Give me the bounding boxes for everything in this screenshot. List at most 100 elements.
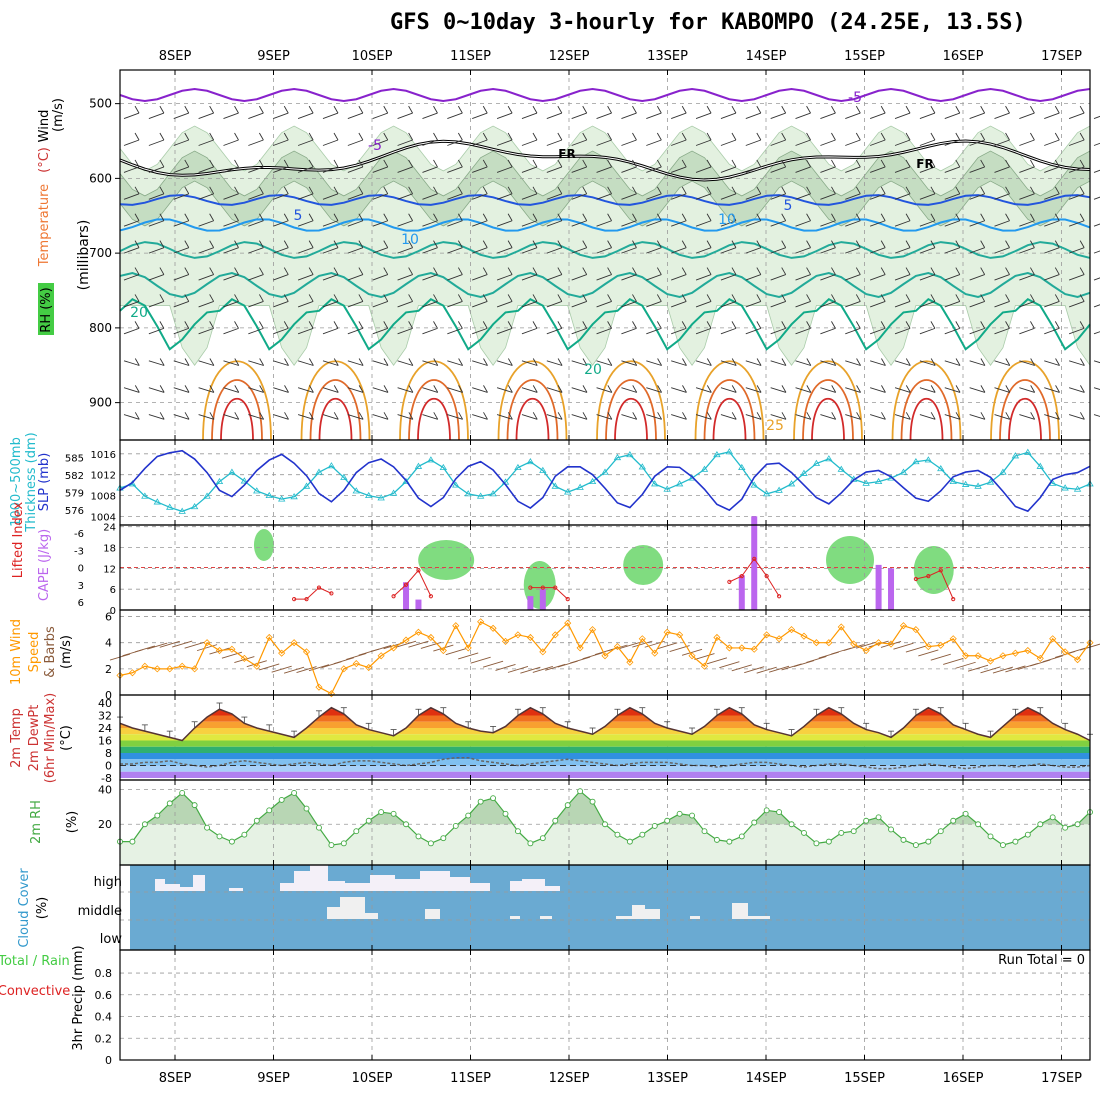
wind-barb xyxy=(1044,247,1060,254)
rh2m-point xyxy=(676,810,683,817)
wind-barb-flag xyxy=(607,358,613,366)
wind-barb xyxy=(273,166,289,173)
wind-barb xyxy=(521,387,538,393)
wind-barb xyxy=(770,301,786,308)
rh2m-point xyxy=(664,817,671,824)
wind-barb-flag xyxy=(955,385,961,393)
thickness-point xyxy=(762,490,771,497)
wind-barb xyxy=(1044,327,1060,335)
wind-barb xyxy=(944,274,960,281)
wind-barb-flag xyxy=(756,294,762,302)
wind-barb-flag xyxy=(1080,412,1085,420)
wind-barb xyxy=(720,387,737,393)
wind-barb xyxy=(795,360,811,366)
wind-barb xyxy=(720,247,737,254)
wind-barb-flag xyxy=(781,159,787,168)
wind-barb xyxy=(173,166,189,173)
thickness-point xyxy=(452,481,460,488)
wind-barb xyxy=(646,220,662,227)
wind-barb xyxy=(297,193,314,200)
wind-barb xyxy=(248,112,264,120)
wind-barb xyxy=(671,166,687,173)
wind-barb-flag xyxy=(483,412,488,420)
wind-barb-flag xyxy=(483,385,488,393)
li-tick-label: 3 xyxy=(78,581,84,592)
thickness-point xyxy=(1036,462,1044,469)
wind-barb-flag xyxy=(656,105,662,114)
wind-barb-flag xyxy=(855,105,861,114)
thickness-point xyxy=(613,453,622,461)
wind-barb-flag xyxy=(1054,294,1060,302)
warm-contour xyxy=(605,379,657,441)
rh2m-point xyxy=(912,842,919,849)
wind-barb-flag xyxy=(855,240,861,248)
wind10m-point xyxy=(539,648,547,656)
thickness-point xyxy=(190,502,199,510)
wind10m-point xyxy=(688,652,696,660)
wind-barb xyxy=(322,301,339,308)
wind-barb-flag xyxy=(408,385,414,393)
cape-bar xyxy=(888,568,895,610)
wind-barb xyxy=(820,193,836,200)
wind-barb xyxy=(596,360,612,366)
wind-barb xyxy=(521,360,538,366)
wind-barb-flag xyxy=(706,358,712,366)
wind-barb xyxy=(148,139,165,146)
wind-barb xyxy=(223,387,239,393)
wind10m-barb xyxy=(955,661,976,669)
lifted-index-point xyxy=(764,574,769,579)
rh2m-point xyxy=(316,824,322,831)
temp-tick-label: 8 xyxy=(105,747,112,760)
wind-barb xyxy=(447,112,463,120)
wind-barb xyxy=(596,274,612,281)
wind-barb-flag xyxy=(284,412,289,420)
wind-barb xyxy=(894,387,911,393)
wind-barb xyxy=(745,166,761,173)
wind-barb xyxy=(944,301,960,308)
cape-bar xyxy=(527,596,534,610)
wind-barb xyxy=(223,274,239,281)
date-label-bottom: 15SEP xyxy=(844,1071,885,1086)
wind-barb xyxy=(322,220,339,227)
wind-barb-flag xyxy=(284,385,289,393)
wind10m-barb xyxy=(632,640,653,648)
wind-barb xyxy=(894,360,911,366)
wind-barb xyxy=(745,193,761,200)
wind-barb-flag xyxy=(881,385,886,393)
wind-barb-flag xyxy=(184,105,190,114)
thickness-point xyxy=(924,456,933,463)
wind-barb xyxy=(248,414,264,420)
wind-barb xyxy=(447,387,463,393)
wind-barb xyxy=(198,112,214,120)
thickness-point xyxy=(974,482,982,489)
wind-barb-flag xyxy=(731,321,737,329)
wind-barb-flag xyxy=(283,186,289,195)
wind-barb-flag xyxy=(1079,159,1085,168)
thickness-point xyxy=(563,488,572,495)
wind-barb xyxy=(869,220,886,227)
wind-barb-flag xyxy=(159,240,165,248)
wind10m-barb xyxy=(719,661,740,669)
wind10m-point xyxy=(713,633,721,642)
wind-barb-flag xyxy=(433,358,439,366)
wind-barb xyxy=(347,139,364,146)
lifted-index-point xyxy=(391,594,396,599)
high-cloud-block xyxy=(420,871,450,891)
date-label-bottom: 16SEP xyxy=(943,1071,984,1086)
wind-barb-flag xyxy=(333,159,339,168)
thickness-point xyxy=(253,487,261,494)
high-cloud-block xyxy=(294,871,310,891)
wind10m-barb xyxy=(184,641,205,649)
wind-barb xyxy=(297,301,314,308)
wind-barb-flag xyxy=(632,240,637,248)
wind-barb-flag xyxy=(731,132,737,141)
wind-barb xyxy=(869,166,886,173)
wind-barb-flag xyxy=(358,105,364,114)
wind-barb xyxy=(1068,301,1085,308)
wind-barb-flag xyxy=(482,159,488,168)
rh2m-point xyxy=(838,829,845,836)
slp-tick-label: 1012 xyxy=(91,471,116,482)
rh2m-point xyxy=(539,835,546,842)
wind-barb-flag xyxy=(308,159,314,168)
precip-tick-label: 0.8 xyxy=(95,967,113,980)
